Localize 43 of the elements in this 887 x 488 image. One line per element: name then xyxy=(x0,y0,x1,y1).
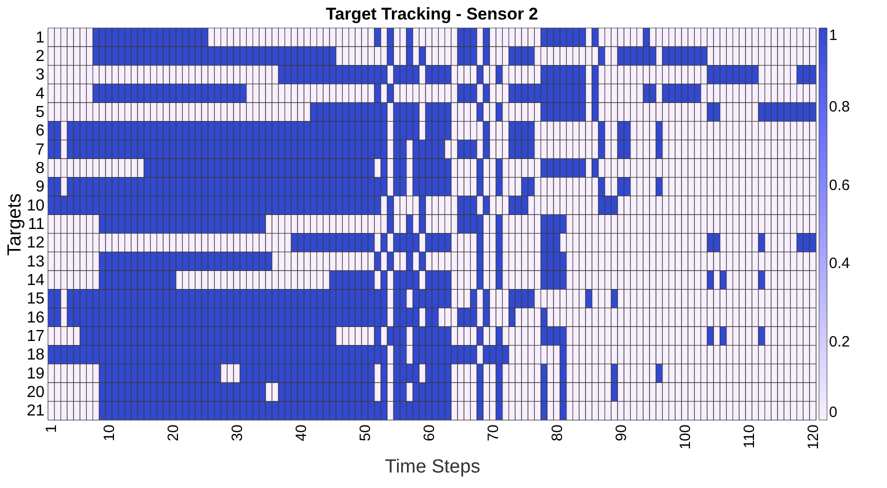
y-tick-label: 16 xyxy=(26,309,45,326)
x-tick-label: 90 xyxy=(612,424,630,442)
y-tick-label: 20 xyxy=(26,384,45,401)
y-tick-label: 11 xyxy=(28,216,45,233)
x-tick-label: 110 xyxy=(740,424,758,448)
x-tick-label: 120 xyxy=(804,424,822,450)
y-tick-label: 19 xyxy=(26,365,45,382)
y-tick-label: 7 xyxy=(36,141,45,158)
color-bar-label: 0.8 xyxy=(829,98,850,116)
y-tick-label: 18 xyxy=(26,346,45,364)
color-bar-label: 0.6 xyxy=(829,176,850,194)
y-tick-label: 15 xyxy=(26,290,45,308)
color-bar-label: 0 xyxy=(829,404,838,421)
y-axis-title: Targets xyxy=(4,193,26,256)
x-tick-label: 50 xyxy=(356,424,374,442)
color-bar-label: 1 xyxy=(829,27,838,44)
y-tick-label: 6 xyxy=(36,122,45,140)
x-tick-label: 1 xyxy=(43,424,60,433)
y-tick-label: 4 xyxy=(36,85,45,102)
x-axis-title: Time Steps xyxy=(384,456,480,478)
y-tick-label: 10 xyxy=(26,197,45,214)
y-tick-label: 13 xyxy=(26,253,45,270)
x-tick-label: 30 xyxy=(228,424,246,442)
y-tick-label: 8 xyxy=(36,160,45,177)
x-tick-label: 80 xyxy=(548,424,566,442)
color-bar-label: 0.2 xyxy=(829,334,850,351)
x-tick-label: 10 xyxy=(100,424,118,442)
y-tick-label: 17 xyxy=(26,328,45,345)
y-tick-label: 14 xyxy=(26,272,45,289)
color-bar-label: 0.4 xyxy=(829,255,850,272)
y-tick-label: 1 xyxy=(36,29,45,46)
y-tick-label: 12 xyxy=(26,234,45,252)
x-tick-label: 60 xyxy=(420,424,438,442)
y-tick-label: 2 xyxy=(36,48,45,65)
x-tick-label: 70 xyxy=(484,424,502,442)
y-tick-label: 5 xyxy=(36,104,45,121)
x-tick-label: 20 xyxy=(164,424,182,442)
chart-title: Target Tracking - Sensor 2 xyxy=(326,4,538,24)
x-tick-label: 40 xyxy=(292,424,310,442)
y-tick-label: 9 xyxy=(36,178,45,196)
y-tick-label: 3 xyxy=(36,66,45,84)
y-tick-label: 21 xyxy=(26,402,45,420)
x-tick-label: 100 xyxy=(676,424,694,450)
